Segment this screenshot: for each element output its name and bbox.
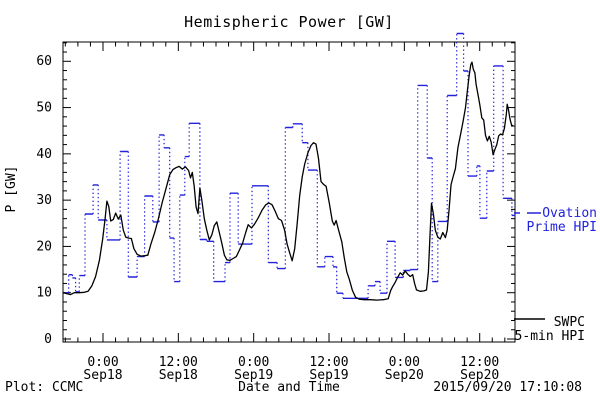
x-tick-date-2: Sep19 [234, 368, 273, 383]
ovation-legend-line2: Prime HPI [527, 220, 597, 235]
x-tick-time-1: 12:00 [159, 355, 198, 370]
ovation-series-steps [63, 32, 516, 299]
x-tick-time-5: 12:00 [460, 355, 499, 370]
ovation-legend-line1: Ovation [542, 206, 597, 221]
x-tick-date-0: Sep18 [83, 368, 122, 383]
y-tick-label-60: 60 [36, 54, 52, 69]
plot-timestamp: 2015/09/20 17:10:08 [433, 380, 582, 395]
y-axis-label: P [GW] [4, 166, 19, 213]
ovation-series-vertical-connectors [68, 33, 513, 299]
x-tick-time-4: 0:00 [389, 355, 420, 370]
x-tick-time-0: 0:00 [87, 355, 118, 370]
y-tick-label-30: 30 [36, 193, 52, 208]
x-tick-time-3: 12:00 [309, 355, 348, 370]
legend-swpc: SWPC 5-min HPI [514, 315, 585, 344]
data-series [62, 32, 516, 301]
y-tick-label-20: 20 [36, 239, 52, 254]
y-tick-labels: 0 10 20 30 40 50 60 [36, 54, 52, 347]
x-tick-time-2: 0:00 [238, 355, 269, 370]
x-axis-label: Date and Time [238, 380, 340, 395]
plot-credit: Plot: CCMC [5, 380, 83, 395]
swpc-legend-line1: SWPC [554, 315, 585, 330]
x-tick-date-5: Sep20 [460, 368, 499, 383]
y-tick-label-40: 40 [36, 147, 52, 162]
swpc-legend-line2: 5-min HPI [515, 329, 585, 344]
axes-ticks [62, 41, 516, 343]
y-tick-label-50: 50 [36, 101, 52, 116]
chart-title: Hemispheric Power [GW] [184, 13, 394, 31]
legend-ovation: Ovation Prime HPI [514, 206, 597, 235]
x-tick-labels: 0:00 Sep18 12:00 Sep18 0:00 Sep19 12:00 … [83, 355, 499, 383]
x-tick-date-1: Sep18 [159, 368, 198, 383]
plot-frame [62, 41, 516, 343]
y-tick-label-0: 0 [44, 332, 52, 347]
x-tick-date-3: Sep19 [309, 368, 348, 383]
swpc-series-line [62, 61, 514, 301]
x-tick-date-4: Sep20 [385, 368, 424, 383]
y-tick-label-10: 10 [36, 286, 52, 301]
